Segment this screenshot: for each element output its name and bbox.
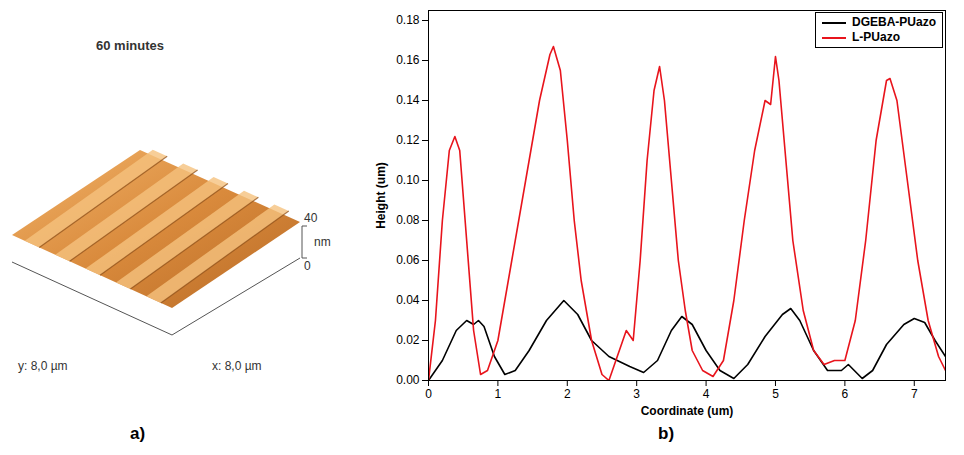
svg-text:0.10: 0.10 bbox=[396, 173, 420, 187]
svg-text:4: 4 bbox=[703, 387, 710, 401]
svg-text:0.00: 0.00 bbox=[396, 373, 420, 387]
html-text:L-PUazo: L-PUazo bbox=[852, 30, 900, 44]
html-text:b): b) bbox=[658, 424, 674, 443]
svg-text:0.06: 0.06 bbox=[396, 253, 420, 267]
svg-text:0.18: 0.18 bbox=[396, 13, 420, 27]
svg-text:7: 7 bbox=[911, 387, 918, 401]
svg-text:0: 0 bbox=[304, 259, 311, 273]
html-text:DGEBA-PUazo: DGEBA-PUazo bbox=[852, 15, 936, 29]
svg-text:y: 8,0 µm: y: 8,0 µm bbox=[18, 359, 68, 373]
svg-text:0.04: 0.04 bbox=[396, 293, 420, 307]
svg-text:0: 0 bbox=[425, 387, 432, 401]
svg-text:Height (um): Height (um) bbox=[374, 162, 388, 229]
svg-text:1: 1 bbox=[495, 387, 502, 401]
svg-text:x: 8,0 µm: x: 8,0 µm bbox=[212, 359, 262, 373]
svg-text:nm: nm bbox=[314, 235, 331, 249]
svg-text:Coordinate (um): Coordinate (um) bbox=[641, 404, 734, 418]
svg-text:5: 5 bbox=[772, 387, 779, 401]
svg-text:0.12: 0.12 bbox=[396, 133, 420, 147]
svg-text:6: 6 bbox=[842, 387, 849, 401]
svg-text:0.08: 0.08 bbox=[396, 213, 420, 227]
svg-text:0.16: 0.16 bbox=[396, 53, 420, 67]
svg-text:0.02: 0.02 bbox=[396, 333, 420, 347]
svg-text:40: 40 bbox=[304, 211, 318, 225]
svg-text:60 minutes: 60 minutes bbox=[96, 38, 164, 53]
svg-text:3: 3 bbox=[633, 387, 640, 401]
html-text:a): a) bbox=[130, 424, 146, 443]
svg-text:0.14: 0.14 bbox=[396, 93, 420, 107]
svg-text:2: 2 bbox=[564, 387, 571, 401]
